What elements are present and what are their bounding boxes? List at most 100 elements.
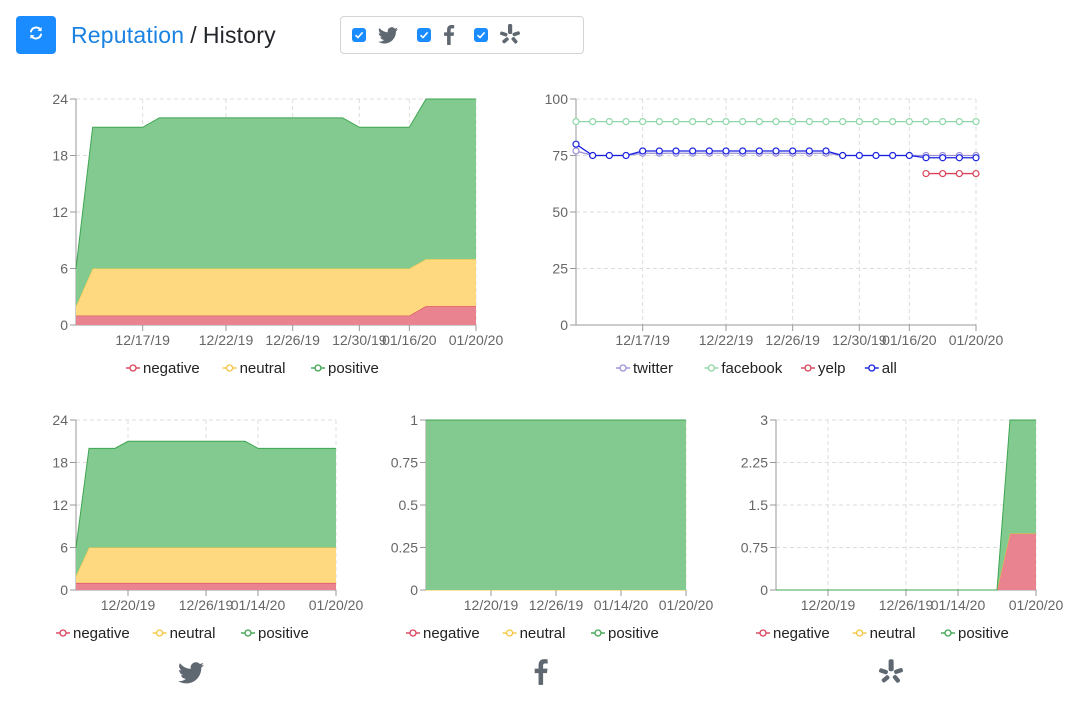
legend-label: neutral — [520, 625, 566, 642]
point-facebook — [839, 117, 847, 126]
legend-label: all — [882, 360, 897, 377]
yelp-checkbox[interactable] — [474, 28, 488, 42]
y-tick-label: 0.5 — [399, 497, 419, 513]
point-facebook — [739, 117, 747, 126]
legend-swatch-marker — [244, 629, 252, 637]
legend-item-positive[interactable]: positive — [241, 625, 309, 642]
legend-label: negative — [143, 360, 200, 377]
area-edge-positive — [776, 419, 1036, 591]
legend-label: yelp — [818, 360, 846, 377]
x-tick-label: 01/20/20 — [309, 597, 364, 613]
x-tick-label: 12/26/19 — [879, 597, 934, 613]
point-all — [922, 154, 930, 162]
point-facebook — [789, 117, 797, 126]
refresh-icon — [28, 25, 44, 46]
point-facebook — [655, 117, 663, 126]
y-tick-label: 24 — [52, 91, 68, 107]
legend-item-twitter[interactable]: twitter — [616, 360, 673, 377]
legend-item-neutral[interactable]: neutral — [222, 360, 286, 377]
point-all — [955, 154, 963, 162]
legend-label: neutral — [870, 625, 916, 642]
point-all — [889, 151, 897, 160]
point-facebook — [939, 117, 947, 126]
point-facebook — [605, 117, 613, 126]
point-facebook — [922, 117, 930, 126]
legend-item-positive[interactable]: positive — [941, 625, 1009, 642]
legend-label: twitter — [633, 360, 673, 377]
source-filter-bar — [340, 16, 584, 54]
point-yelp — [972, 169, 980, 178]
point-all — [689, 147, 697, 155]
facebook-area-chart: 0 0.25 0.5 0.75 1 12/20/19 12/26/19 01/14/20 01/… — [391, 412, 714, 642]
filter-twitter — [352, 26, 398, 44]
x-tick-label: 12/26/19 — [765, 332, 820, 348]
legend-label: negative — [773, 625, 830, 642]
legend-item-all[interactable]: all — [864, 360, 897, 377]
y-tick-label: 0 — [560, 317, 568, 333]
x-tick-label: 12/22/19 — [199, 332, 254, 348]
legend-item-negative[interactable]: negative — [126, 360, 200, 377]
point-twitter — [572, 147, 580, 155]
point-facebook — [722, 117, 730, 126]
footer-facebook-icon — [534, 659, 548, 690]
point-all — [872, 151, 880, 160]
legend-item-negative[interactable]: negative — [406, 625, 480, 642]
y-tick-label: 12 — [52, 204, 68, 220]
y-tick-label: 75 — [552, 148, 568, 164]
legend-label: neutral — [170, 625, 216, 642]
x-tick-label: 12/26/19 — [179, 597, 234, 613]
x-tick-label: 12/30/19 — [832, 332, 887, 348]
y-tick-label: 0 — [60, 582, 68, 598]
point-facebook — [889, 117, 897, 126]
x-tick-label: 01/14/20 — [931, 597, 986, 613]
x-tick-label: 12/26/19 — [529, 597, 584, 613]
point-all — [622, 151, 630, 160]
legend-item-facebook[interactable]: facebook — [704, 360, 783, 377]
legend-item-neutral[interactable]: neutral — [152, 625, 216, 642]
legend-swatch-marker — [855, 629, 864, 637]
y-tick-label: 0.75 — [741, 540, 768, 556]
point-facebook — [905, 117, 913, 126]
area-positive — [426, 420, 686, 590]
point-facebook — [805, 117, 813, 126]
legend-item-yelp[interactable]: yelp — [801, 360, 846, 377]
twitter-checkbox[interactable] — [352, 28, 366, 42]
point-all — [855, 151, 863, 160]
legend-item-neutral[interactable]: neutral — [852, 625, 916, 642]
breadcrumb-separator: / — [190, 21, 197, 48]
y-tick-label: 1 — [410, 412, 418, 428]
x-tick-label: 12/20/19 — [101, 597, 156, 613]
legend-item-positive[interactable]: positive — [591, 625, 659, 642]
x-tick-label: 01/16/20 — [382, 332, 437, 348]
point-facebook — [772, 117, 780, 126]
legend-item-negative[interactable]: negative — [56, 625, 130, 642]
point-all — [772, 147, 780, 155]
legend-item-negative[interactable]: negative — [756, 625, 830, 642]
point-all — [655, 147, 663, 155]
legend-swatch-marker — [314, 364, 322, 372]
x-tick-label: 01/20/20 — [949, 332, 1004, 348]
point-all — [905, 151, 913, 160]
point-all — [972, 154, 980, 162]
point-facebook — [572, 117, 580, 126]
legend-swatch-marker — [619, 364, 627, 372]
point-facebook — [755, 117, 763, 126]
overall-area-chart: 0 6 12 18 24 12/17/19 12/22/19 12/26/19 12/30/19… — [52, 91, 503, 377]
point-facebook — [672, 117, 680, 126]
point-facebook — [639, 117, 647, 126]
facebook-icon — [443, 25, 455, 45]
legend-swatch-marker — [759, 629, 767, 637]
legend-item-neutral[interactable]: neutral — [502, 625, 566, 642]
legend-swatch-marker — [944, 629, 952, 637]
legend-item-positive[interactable]: positive — [311, 360, 379, 377]
breadcrumb-reputation-link[interactable]: Reputation — [71, 21, 185, 48]
point-all — [572, 140, 580, 148]
refresh-button[interactable] — [16, 16, 56, 54]
footer-twitter-icon — [178, 662, 204, 689]
area-positive — [776, 420, 1036, 590]
area-negative — [76, 306, 476, 325]
point-all — [939, 154, 947, 162]
x-tick-label: 12/30/19 — [332, 332, 387, 348]
facebook-checkbox[interactable] — [417, 28, 431, 42]
